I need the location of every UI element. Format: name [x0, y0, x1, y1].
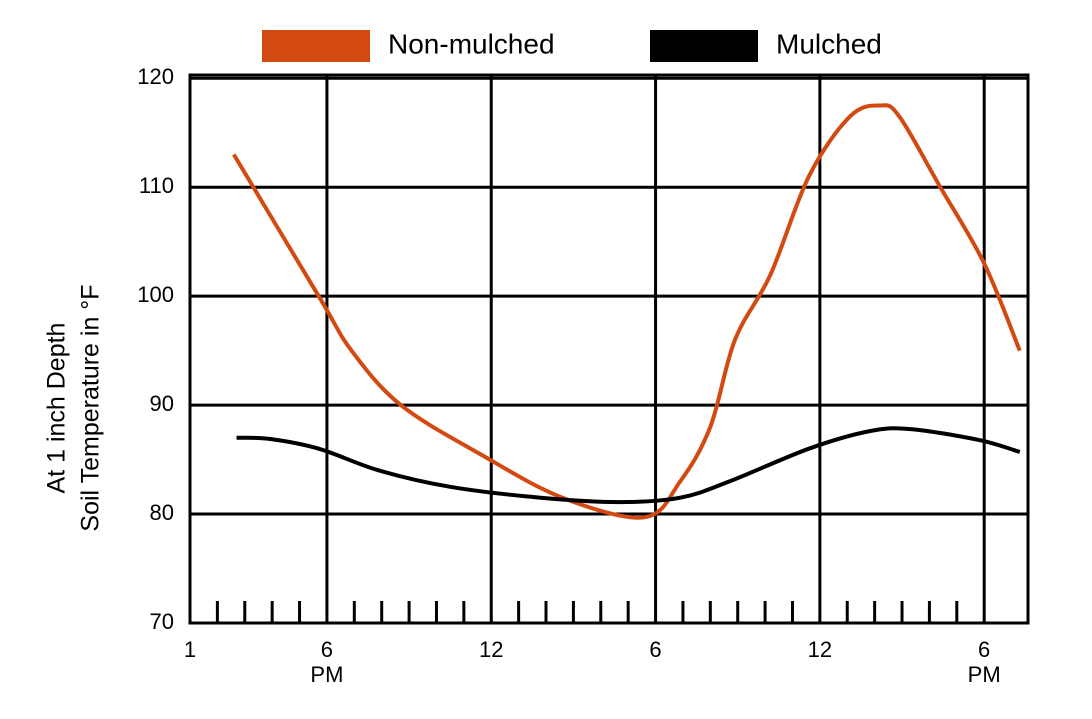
legend-label: Non-mulched	[388, 28, 555, 59]
legend-swatch	[262, 30, 370, 62]
x-tick-label: 6	[978, 637, 990, 662]
x-tick-label: 12	[479, 637, 503, 662]
y-axis-title: Soil Temperature in °F	[77, 284, 105, 531]
y-tick-label: 80	[150, 500, 174, 525]
x-tick-label: 12	[808, 637, 832, 662]
annotation: PM	[968, 662, 1001, 687]
y-axis-title: At 1 inch Depth	[43, 323, 71, 494]
y-tick-label: 70	[150, 609, 174, 634]
y-tick-label: 100	[137, 282, 174, 307]
legend-swatch	[650, 30, 758, 62]
annotation: PM	[310, 662, 343, 687]
line	[232, 103, 1022, 520]
x-tick-label: 6	[649, 637, 661, 662]
line	[236, 426, 1021, 505]
x-tick-label: 1	[184, 637, 196, 662]
x-tick-label: 6	[321, 637, 333, 662]
legend-label: Mulched	[776, 28, 882, 59]
plot-frame	[188, 73, 1030, 625]
y-tick-label: 90	[150, 391, 174, 416]
y-tick-label: 110	[139, 173, 174, 198]
y-tick-label: 120	[137, 64, 174, 89]
